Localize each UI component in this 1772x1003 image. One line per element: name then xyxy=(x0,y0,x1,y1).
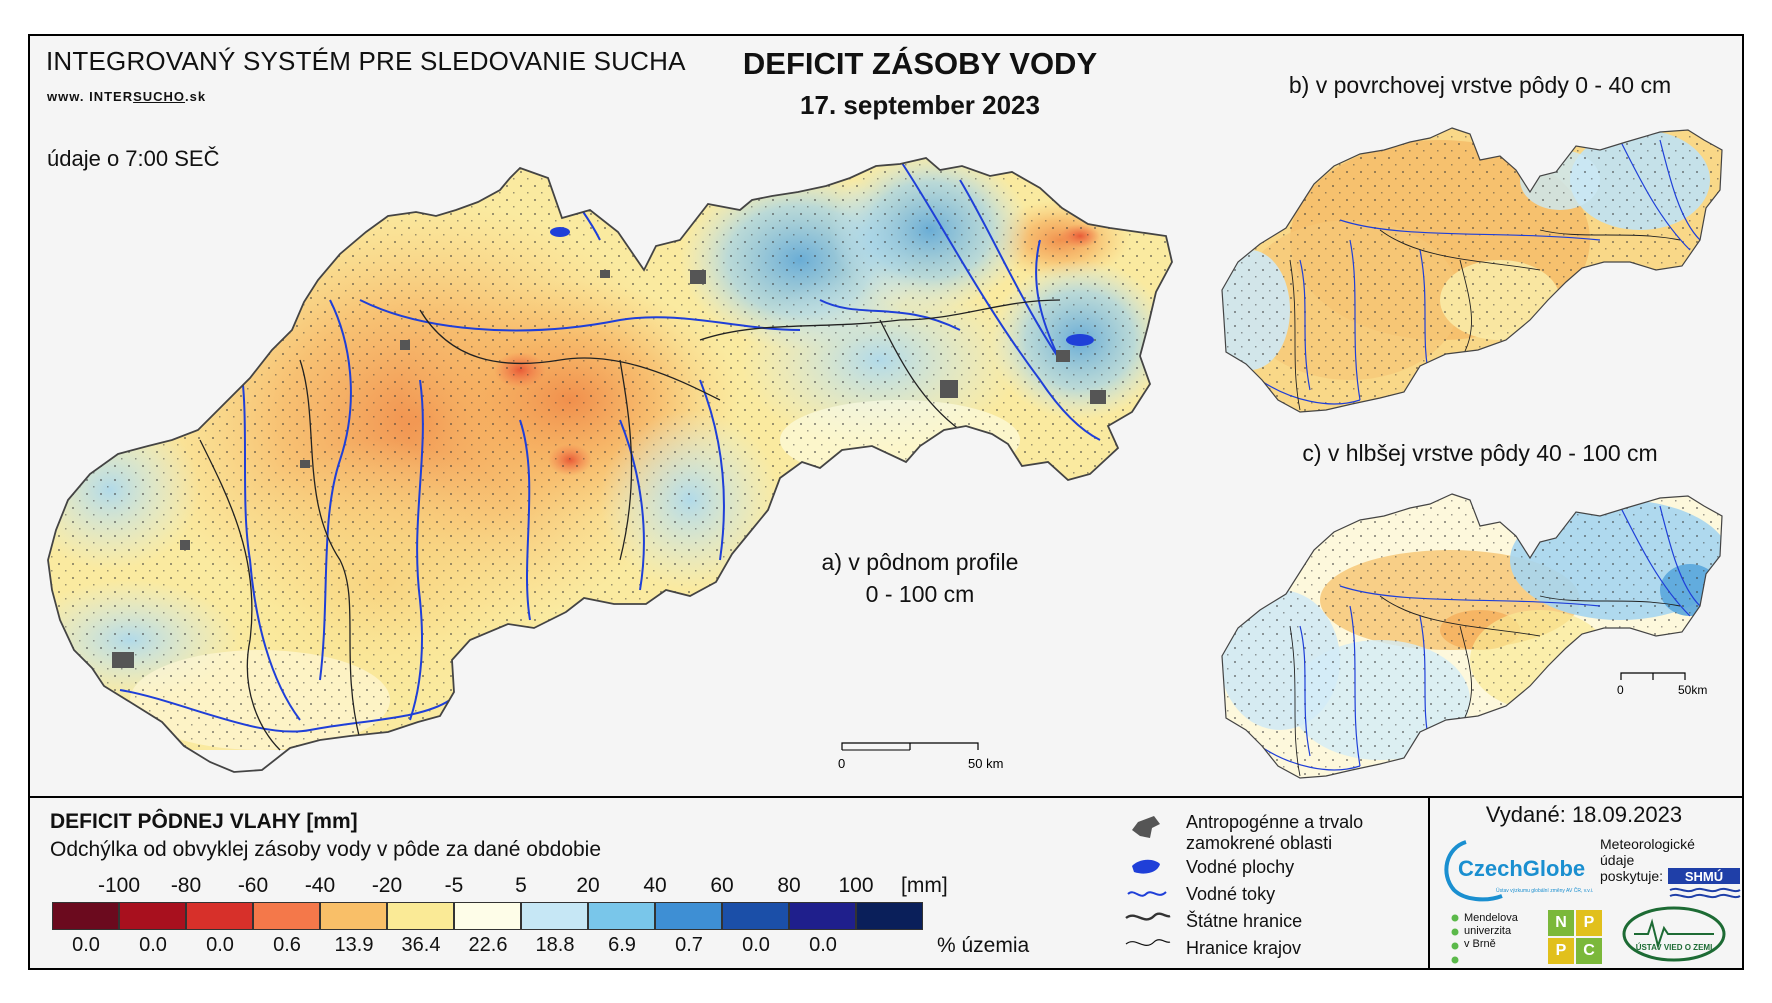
system-title: INTEGROVANÝ SYSTÉM PRE SLEDOVANIE SUCHA xyxy=(46,46,686,76)
legend-swatch xyxy=(789,902,856,930)
map-a-label: a) v pôdnom profile 0 - 100 cm xyxy=(821,549,1019,607)
legend-tick: -100 xyxy=(97,874,141,897)
map-c-label: c) v hlbšej vrstve pôdy 40 - 100 cm xyxy=(1302,440,1658,466)
legend-swatch xyxy=(52,902,119,930)
legend-swatch xyxy=(454,902,521,930)
legend-unit: [mm] xyxy=(901,874,948,897)
legend-tick: -40 xyxy=(304,874,336,897)
legend-swatch xyxy=(186,902,253,930)
legend-tick: 60 xyxy=(710,874,734,897)
legend-separator xyxy=(28,796,1744,798)
meteo-provider-label: Meteorologické údaje poskytuje: xyxy=(1600,836,1695,884)
svg-text:SHMÚ: SHMÚ xyxy=(1685,869,1723,884)
legend-swatch xyxy=(119,902,186,930)
legend-swatch xyxy=(722,902,789,930)
state-border-icon xyxy=(1125,912,1171,921)
scale-small-end: 50km xyxy=(1678,683,1707,697)
scale-bar-small xyxy=(1620,672,1686,680)
issued-date: Vydané: 18.09.2023 xyxy=(1485,802,1683,827)
legend-tick: 80 xyxy=(777,874,801,897)
legend-tick: 5 xyxy=(515,874,527,897)
scale-main-start: 0 xyxy=(838,756,845,771)
legend-swatch xyxy=(588,902,655,930)
legend-swatch xyxy=(253,902,320,930)
footer-separator xyxy=(1428,796,1430,970)
nppc-logo: N P P C xyxy=(1548,910,1602,964)
urban-area-icon xyxy=(1132,816,1160,838)
map-a-soil-profile xyxy=(48,158,1172,751)
map-b-outline xyxy=(1221,127,1723,413)
svg-text:ÚSTAV VIED O ZEMI: ÚSTAV VIED O ZEMI xyxy=(1636,943,1713,952)
legend-tick: 20 xyxy=(576,874,600,897)
map-c-outline xyxy=(1221,493,1723,779)
legend-swatch xyxy=(655,902,722,930)
legend-tick: -5 xyxy=(444,874,464,897)
time-note: údaje o 7:00 SEČ xyxy=(47,146,220,171)
legend-percentage: 0.0 xyxy=(72,934,100,956)
legend-percentage: 0.0 xyxy=(809,934,837,956)
legend-tick: -80 xyxy=(170,874,202,897)
main-title: DEFICIT ZÁSOBY VODY xyxy=(742,46,1098,81)
ustav-vied-o-zemi-logo: ÚSTAV VIED O ZEMI xyxy=(1622,906,1726,962)
svg-text:CzechGlobe: CzechGlobe xyxy=(1458,856,1585,881)
scale-small-start: 0 xyxy=(1617,683,1624,697)
legend-tick: 40 xyxy=(643,874,667,897)
urban-label: Antropogénne a trvalo zamokrené oblasti xyxy=(1186,812,1364,853)
water-bodies-label: Vodné plochy xyxy=(1186,857,1295,877)
legend-swatch xyxy=(521,902,588,930)
region-border-icon xyxy=(1125,939,1171,947)
scale-bar-main xyxy=(841,742,979,751)
legend-tick: -60 xyxy=(237,874,269,897)
legend-percentage: 18.8 xyxy=(535,934,575,956)
rivers-label: Vodné toky xyxy=(1186,884,1276,904)
shmu-logo: SHMÚ xyxy=(1668,868,1741,899)
legend-tick: 100 xyxy=(838,874,874,897)
legend-percentage: 0.7 xyxy=(675,934,703,956)
legend-percentage: 13.9 xyxy=(334,934,374,956)
legend-swatch xyxy=(320,902,387,930)
czechglobe-logo: CzechGlobe Ústav výzkumu globální změny … xyxy=(1444,840,1593,902)
website-link[interactable]: www. INTERSUCHO.sk xyxy=(47,89,207,104)
legend-swatch xyxy=(856,902,923,930)
legend-percentage: 6.9 xyxy=(608,934,636,956)
legend-subtitle: Odchýlka od obvyklej zásoby vody v pôde … xyxy=(50,838,602,861)
percent-label: % územia xyxy=(937,934,1030,957)
legend-percentage: 0.0 xyxy=(742,934,770,956)
map-a-outline xyxy=(47,157,1173,773)
region-border-label: Hranice krajov xyxy=(1186,938,1302,958)
legend-percentage: 22.6 xyxy=(468,934,508,956)
legend-percentage: 36.4 xyxy=(401,934,441,956)
maps-svg: 0 50 km 0 50km xyxy=(47,127,1723,779)
state-border-label: Štátne hranice xyxy=(1186,911,1303,931)
symbol-legend-icons xyxy=(1125,816,1171,947)
legend-swatch xyxy=(387,902,454,930)
map-b-label: b) v povrchovej vrstve pôdy 0 - 40 cm xyxy=(1288,72,1672,98)
map-date: 17. september 2023 xyxy=(800,90,1040,120)
legend-percentage: 0.0 xyxy=(139,934,167,956)
river-icon xyxy=(1127,891,1167,897)
scale-main-end: 50 km xyxy=(968,756,1003,771)
legend-tick: -20 xyxy=(371,874,403,897)
legend-title: DEFICIT PÔDNEJ VLAHY [mm] xyxy=(50,810,358,833)
legend-percentage: 0.6 xyxy=(273,934,301,956)
legend-percentage: 0.0 xyxy=(206,934,234,956)
water-body-icon xyxy=(1132,859,1160,874)
svg-text:Ústav výzkumu globální změny A: Ústav výzkumu globální změny AV ČR, v.v.… xyxy=(1496,887,1593,894)
